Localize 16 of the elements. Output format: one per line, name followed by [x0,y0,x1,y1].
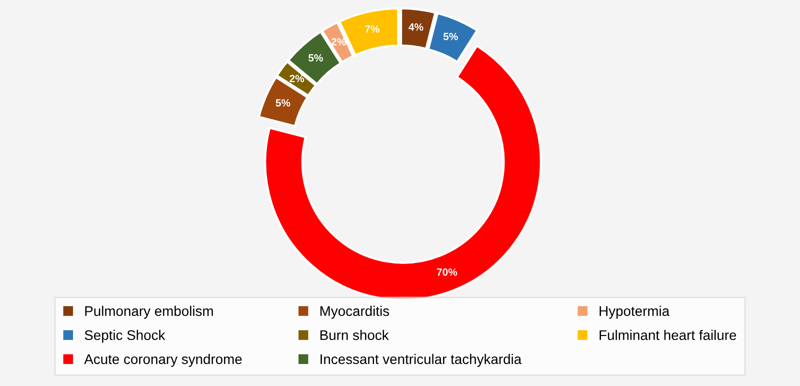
data-label: 4% [408,23,424,31]
legend-label: Hypotermia [600,306,670,319]
data-label: 2% [331,38,346,46]
legend-label: Burn shock [320,330,389,340]
data-label: 2% [290,74,304,82]
legend-label: Acute coronary syndrome [84,354,242,367]
data-label: 70% [436,268,458,276]
data-label: 5% [443,32,458,40]
legend-label: Pulmonary embolism [85,306,213,319]
legend-label: Fulminant heart failure [600,330,736,340]
legend-label: Incessant ventricular tachykardia [320,354,522,367]
data-label: 5% [276,99,290,107]
data-label: 5% [308,54,323,62]
data-label: 7% [365,25,380,33]
legend-label: Myocarditis [320,306,390,319]
legend-label: Septic Shock [84,330,166,343]
